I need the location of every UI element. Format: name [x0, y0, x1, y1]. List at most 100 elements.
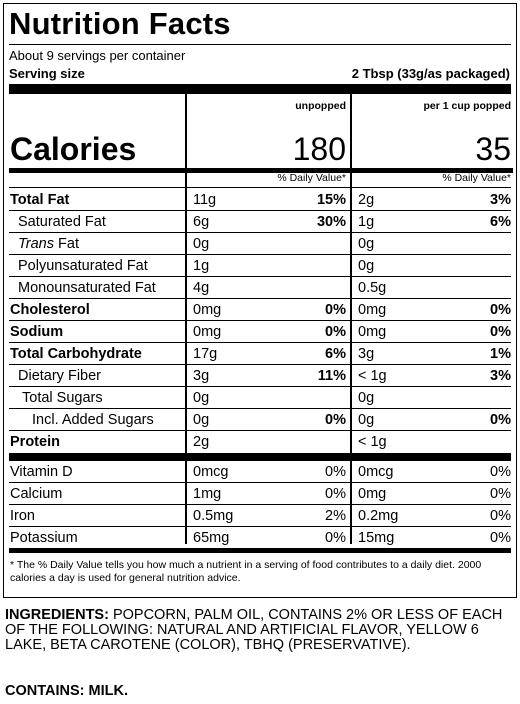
row-divider [9, 298, 511, 299]
nutrient-amount: 4g [193, 280, 210, 296]
nutrient-amount: 0.5mg [193, 508, 234, 524]
daily-value-percent: 0% [490, 412, 511, 428]
nutrient-amount: 65mg [193, 530, 230, 546]
nutrient-name: Protein [10, 434, 60, 450]
daily-value-percent: 0% [490, 302, 511, 318]
daily-value-header: % Daily Value* [442, 172, 511, 184]
row-divider [9, 320, 511, 321]
nutrient-name: Incl. Added Sugars [32, 412, 154, 428]
daily-value-percent: 0% [490, 508, 511, 524]
calories-divider [187, 168, 350, 173]
column-header-popped: per 1 cup popped [423, 100, 511, 112]
daily-value-percent: 3% [490, 368, 511, 384]
row-divider [9, 386, 511, 387]
daily-value-header: % Daily Value* [277, 172, 346, 184]
calories-divider [9, 168, 185, 173]
nutrient-name: Potassium [10, 530, 78, 546]
nutrient-amount: < 1g [358, 434, 387, 450]
daily-value-percent: 0% [490, 486, 511, 502]
daily-value-percent: 3% [490, 192, 511, 208]
divider [9, 187, 511, 188]
nutrient-amount: 0g [358, 390, 375, 406]
nutrient-row: Incl. Added Sugars 0g 0% 0g 0% [4, 409, 516, 431]
nutrient-row: Iron 0.5mg 2% 0.2mg 0% [4, 505, 516, 527]
nutrient-row: Vitamin D 0mcg 0% 0mcg 0% [4, 461, 516, 483]
row-divider [9, 254, 511, 255]
row-divider [9, 276, 511, 277]
daily-value-percent: 15% [316, 192, 346, 208]
nutrient-amount: 0g [193, 236, 210, 252]
nutrient-row: Total Sugars 0g 0g [4, 387, 516, 409]
nutrient-amount: 1g [193, 258, 210, 274]
thick-divider [9, 453, 511, 461]
nutrient-name: Cholesterol [10, 302, 90, 318]
nutrient-amount: < 1g [358, 368, 387, 384]
nutrient-name: Polyunsaturated Fat [18, 258, 148, 274]
nutrient-amount: 0.2mg [358, 508, 399, 524]
daily-value-percent: 11% [317, 368, 346, 384]
nutrient-amount: 0mg [358, 302, 387, 318]
nutrient-row: Dietary Fiber 3g 11% < 1g 3% [4, 365, 516, 387]
daily-value-percent: 0% [490, 324, 511, 340]
row-divider [9, 210, 511, 211]
row-divider [9, 232, 511, 233]
nutrient-amount: 2g [358, 192, 375, 208]
nutrient-amount: 0mcg [193, 464, 229, 480]
nutrient-amount: 0g [358, 236, 375, 252]
daily-value-percent: 2% [325, 508, 346, 524]
nutrient-amount: 2g [193, 434, 210, 450]
daily-value-percent: 0% [490, 530, 511, 546]
nutrient-name: Iron [10, 508, 35, 524]
nutrient-amount: 0g [193, 390, 210, 406]
nutrient-amount: 0g [193, 412, 210, 428]
column-header-unpopped: unpopped [295, 100, 346, 112]
nutrient-name: Total Fat [10, 192, 70, 208]
nutrient-amount: 1mg [193, 486, 222, 502]
nutrient-amount: 0g [358, 258, 375, 274]
ingredients-statement: INGREDIENTS: POPCORN, PALM OIL, CONTAINS… [5, 608, 513, 653]
nutrition-facts-panel: Nutrition Facts About 9 servings per con… [3, 3, 517, 598]
nutrient-row: Calcium 1mg 0% 0mg 0% [4, 483, 516, 505]
panel-title: Nutrition Facts [9, 6, 231, 41]
nutrient-name: Total Carbohydrate [10, 346, 142, 362]
nutrient-row: Potassium 65mg 0% 15mg 0% [4, 527, 516, 549]
thick-divider [9, 548, 511, 553]
row-divider [9, 342, 511, 343]
nutrient-amount: 15mg [358, 530, 395, 546]
nutrient-amount: 1g [358, 214, 375, 230]
nutrient-amount: 0mg [358, 486, 387, 502]
nutrient-row: Saturated Fat 6g 30% 1g 6% [4, 211, 516, 233]
nutrient-row: Cholesterol 0mg 0% 0mg 0% [4, 299, 516, 321]
row-divider [9, 526, 511, 527]
nutrient-amount: 0mg [193, 302, 222, 318]
nutrient-name: Saturated Fat [18, 214, 106, 230]
servings-per-container: About 9 servings per container [9, 48, 186, 63]
nutrient-amount: 0g [358, 412, 375, 428]
nutrient-amount: 6g [193, 214, 210, 230]
calories-label: Calories [10, 131, 137, 167]
serving-size-value: 2 Tbsp (33g/as packaged) [351, 66, 510, 81]
daily-value-percent: 0% [325, 530, 346, 546]
daily-value-footnote: * The % Daily Value tells you how much a… [10, 559, 482, 584]
daily-value-percent: 30% [316, 214, 346, 230]
divider [9, 44, 511, 45]
nutrient-name: Sodium [10, 324, 64, 340]
nutrient-amount: 0mg [193, 324, 222, 340]
daily-value-percent: 0% [325, 412, 346, 428]
nutrient-name: Vitamin D [10, 464, 73, 480]
nutrient-row: Total Carbohydrate 17g 6% 3g 1% [4, 343, 516, 365]
nutrient-name-italic: Trans [18, 236, 54, 252]
row-divider [9, 482, 511, 483]
daily-value-percent: 0% [325, 464, 346, 480]
nutrient-name: Trans Fat [18, 236, 79, 252]
daily-value-percent: 0% [325, 486, 346, 502]
nutrient-row: Total Fat 11g 15% 2g 3% [4, 189, 516, 211]
daily-value-percent: 6% [490, 214, 511, 230]
nutrient-name: Calcium [10, 486, 63, 502]
row-divider [9, 364, 511, 365]
calories-divider [352, 168, 513, 173]
column-separator [350, 94, 352, 544]
daily-value-percent: 6% [325, 346, 346, 362]
nutrient-row: Polyunsaturated Fat 1g 0g [4, 255, 516, 277]
allergen-statement: CONTAINS: MILK. [5, 683, 128, 699]
